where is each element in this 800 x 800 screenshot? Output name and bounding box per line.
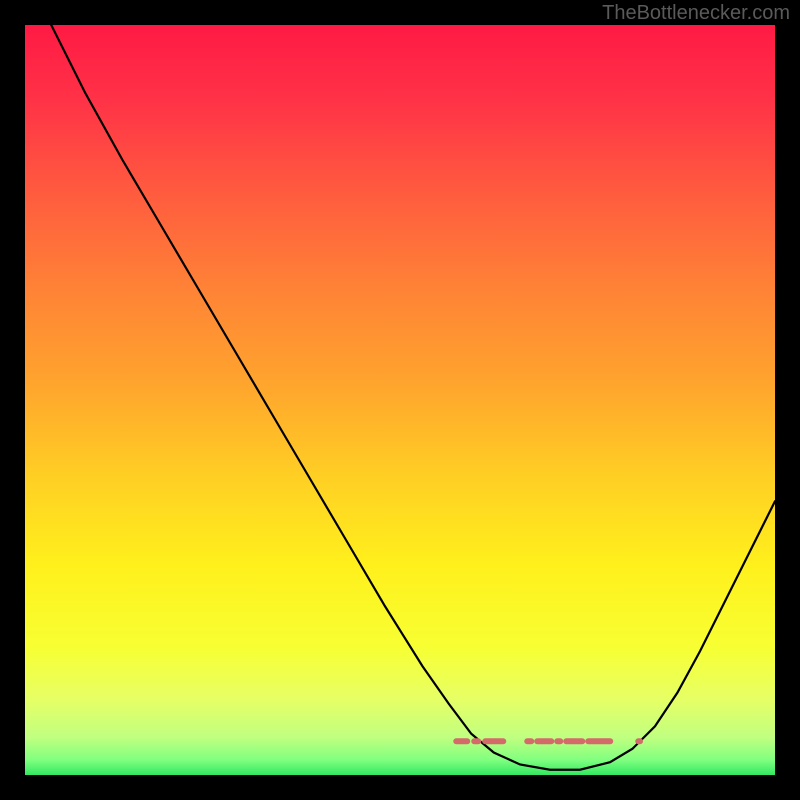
chart-plot-area	[25, 25, 775, 775]
chart-svg	[25, 25, 775, 775]
chart-background	[25, 25, 775, 775]
watermark-text: TheBottlenecker.com	[602, 2, 790, 25]
